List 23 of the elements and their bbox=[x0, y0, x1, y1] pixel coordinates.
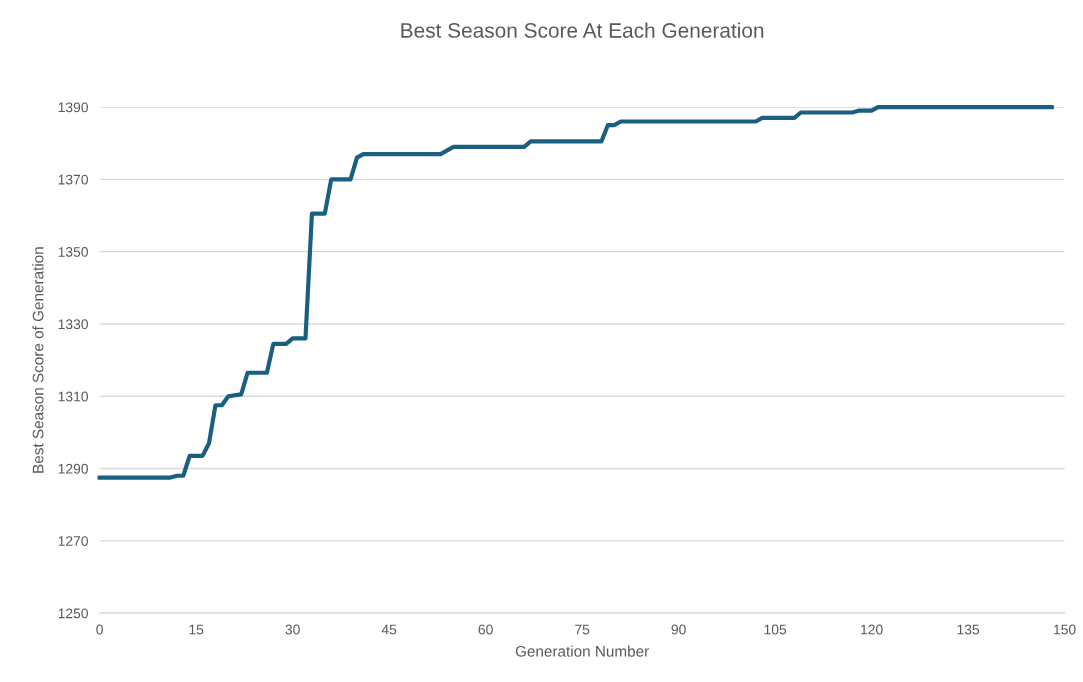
y-tick-label: 1350 bbox=[58, 246, 88, 257]
x-tick-label: 105 bbox=[764, 624, 787, 635]
line-series bbox=[97, 104, 1054, 480]
x-tick-label: 45 bbox=[381, 624, 397, 635]
x-tick-label: 90 bbox=[671, 624, 686, 635]
x-tick-label: 30 bbox=[285, 624, 300, 635]
y-tick-label: 1270 bbox=[58, 536, 88, 546]
x-tick-label: 150 bbox=[1054, 624, 1076, 635]
x-axis-title: Generation Number bbox=[515, 645, 649, 657]
y-tick-label: 1390 bbox=[58, 102, 88, 113]
y-tick-label: 1250 bbox=[58, 608, 88, 619]
x-tick-label: 15 bbox=[189, 624, 204, 635]
y-tick-label: 1290 bbox=[58, 463, 88, 474]
x-tick-label: 75 bbox=[575, 624, 590, 635]
y-tick-label: 1370 bbox=[58, 174, 88, 185]
y-axis-title: Best Season Score of Generation bbox=[32, 247, 44, 473]
y-tick-label: 1310 bbox=[58, 391, 88, 402]
x-tick-label: 0 bbox=[96, 624, 103, 635]
y-tick-label: 1330 bbox=[58, 319, 88, 330]
chart-title: Best Season Score At Each Generation bbox=[401, 22, 764, 38]
x-tick-label: 120 bbox=[861, 624, 883, 635]
x-tick-label: 135 bbox=[957, 624, 980, 635]
x-tick-label: 60 bbox=[478, 624, 493, 635]
